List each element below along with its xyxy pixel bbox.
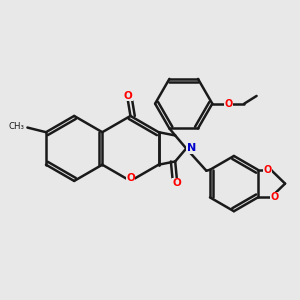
Text: O: O (225, 99, 233, 109)
Text: O: O (124, 91, 132, 100)
Text: N: N (187, 143, 196, 154)
Text: CH₃: CH₃ (9, 122, 25, 131)
Text: O: O (172, 178, 181, 188)
Text: O: O (126, 173, 135, 184)
Text: O: O (270, 192, 279, 203)
Text: O: O (263, 165, 271, 175)
